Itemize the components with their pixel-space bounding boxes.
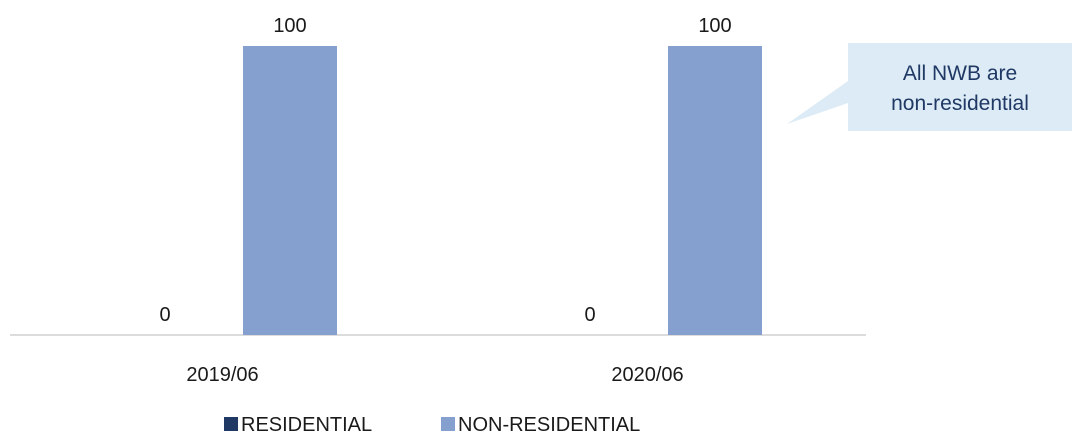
bars-group — [243, 46, 762, 335]
bar-2020/06-non-residential — [668, 46, 762, 335]
value-label-2019/06-non-residential: 100 — [273, 15, 306, 37]
legend-swatch-non-residential — [441, 417, 455, 431]
value-label-2020/06-residential: 0 — [584, 304, 595, 326]
value-label-2019/06-residential: 0 — [159, 304, 170, 326]
category-label-2020/06: 2020/06 — [611, 364, 683, 386]
category-labels-group: 2019/06 2020/06 — [186, 364, 683, 386]
legend-label-non-residential: NON-RESIDENTIAL — [458, 414, 640, 436]
value-labels-group: 0 100 0 100 — [159, 15, 731, 326]
legend: RESIDENTIAL NON-RESIDENTIAL — [224, 414, 640, 436]
category-label-2019/06: 2019/06 — [186, 364, 258, 386]
callout-line-1: All NWB are — [903, 62, 1017, 85]
value-label-2020/06-non-residential: 100 — [698, 15, 731, 37]
callout-line-2: non-residential — [891, 92, 1029, 115]
callout: All NWB are non-residential — [787, 43, 1072, 131]
legend-swatch-residential — [224, 417, 238, 431]
callout-bubble — [787, 43, 1072, 131]
legend-label-residential: RESIDENTIAL — [241, 414, 372, 436]
bar-2019/06-non-residential — [243, 46, 337, 335]
